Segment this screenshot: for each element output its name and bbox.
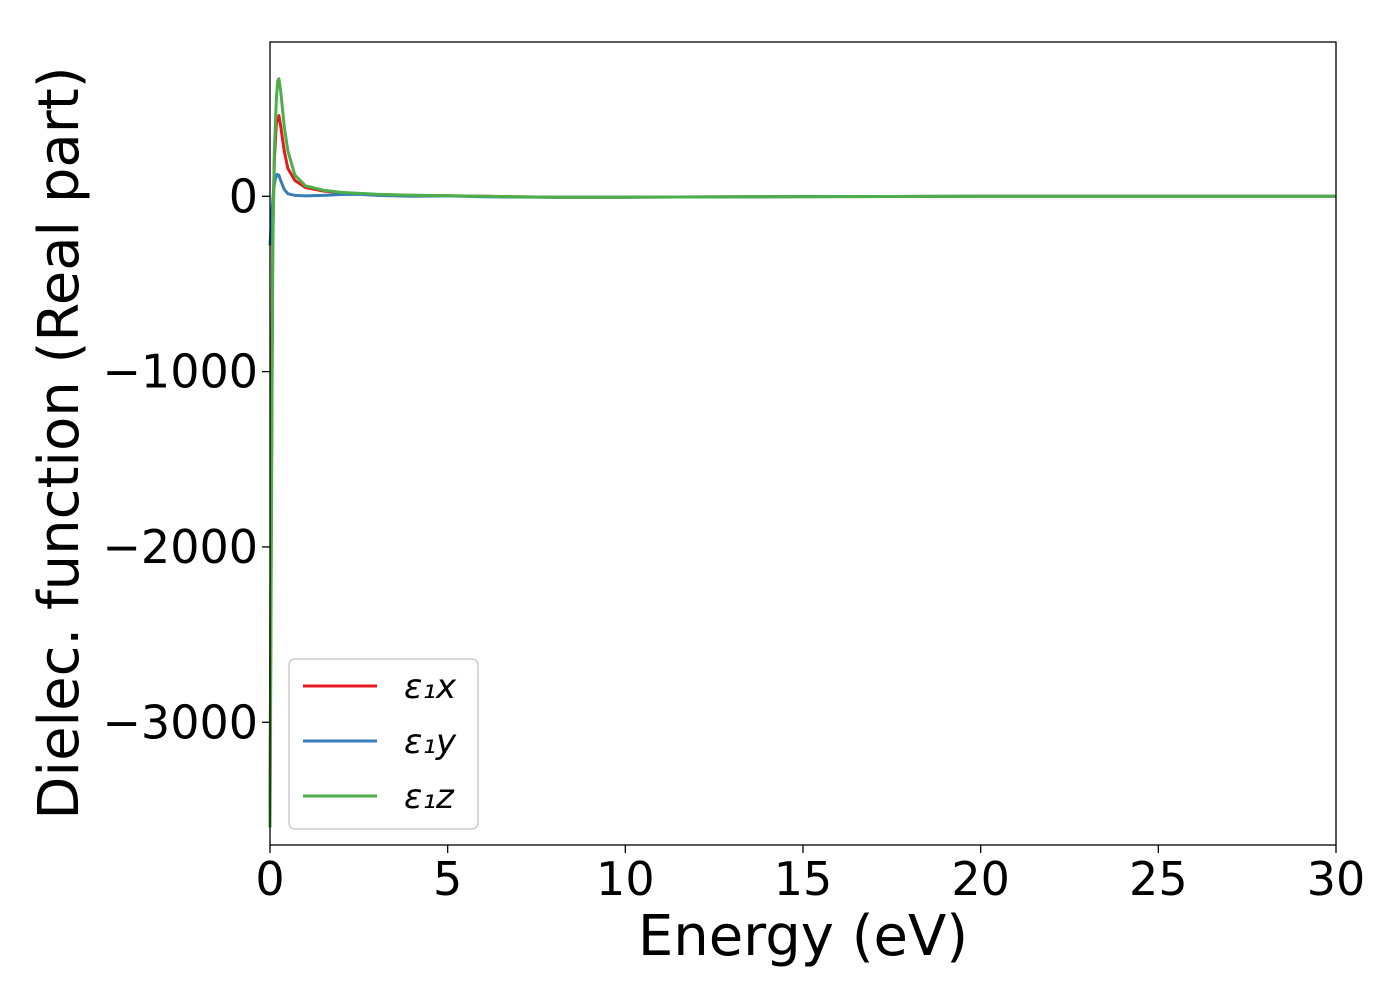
- y-tick-label: −2000: [102, 520, 258, 574]
- y-axis-ticks: 0 −1000 −2000 −3000: [102, 169, 270, 749]
- y-tick-label: −1000: [102, 345, 258, 399]
- x-tick-label: 30: [1307, 852, 1366, 906]
- series-line-2: [268, 77, 1336, 828]
- x-tick-label: 25: [1129, 852, 1188, 906]
- x-axis-ticks: 0 5 10 15 20 25 30: [255, 845, 1365, 906]
- y-axis-label: Dielec. function (Real part): [27, 66, 92, 819]
- legend-box: [288, 658, 479, 830]
- legend-entries: ε₁x ε₁y ε₁z: [303, 667, 457, 817]
- x-tick-label: 10: [596, 852, 655, 906]
- y-tick-label: 0: [229, 169, 258, 223]
- plot-lines: [268, 77, 1336, 828]
- x-tick-label: 0: [255, 852, 284, 906]
- legend-label-1: ε₁y: [404, 722, 457, 762]
- y-tick-label: −3000: [102, 695, 258, 749]
- x-axis-label: Energy (eV): [638, 904, 968, 969]
- legend: ε₁x ε₁y ε₁z: [288, 658, 479, 830]
- series-line-1: [268, 172, 1336, 246]
- x-tick-label: 15: [774, 852, 833, 906]
- legend-label-0: ε₁x: [404, 667, 457, 707]
- x-tick-label: 20: [951, 852, 1010, 906]
- legend-label-2: ε₁z: [404, 777, 455, 817]
- x-tick-label: 5: [433, 852, 462, 906]
